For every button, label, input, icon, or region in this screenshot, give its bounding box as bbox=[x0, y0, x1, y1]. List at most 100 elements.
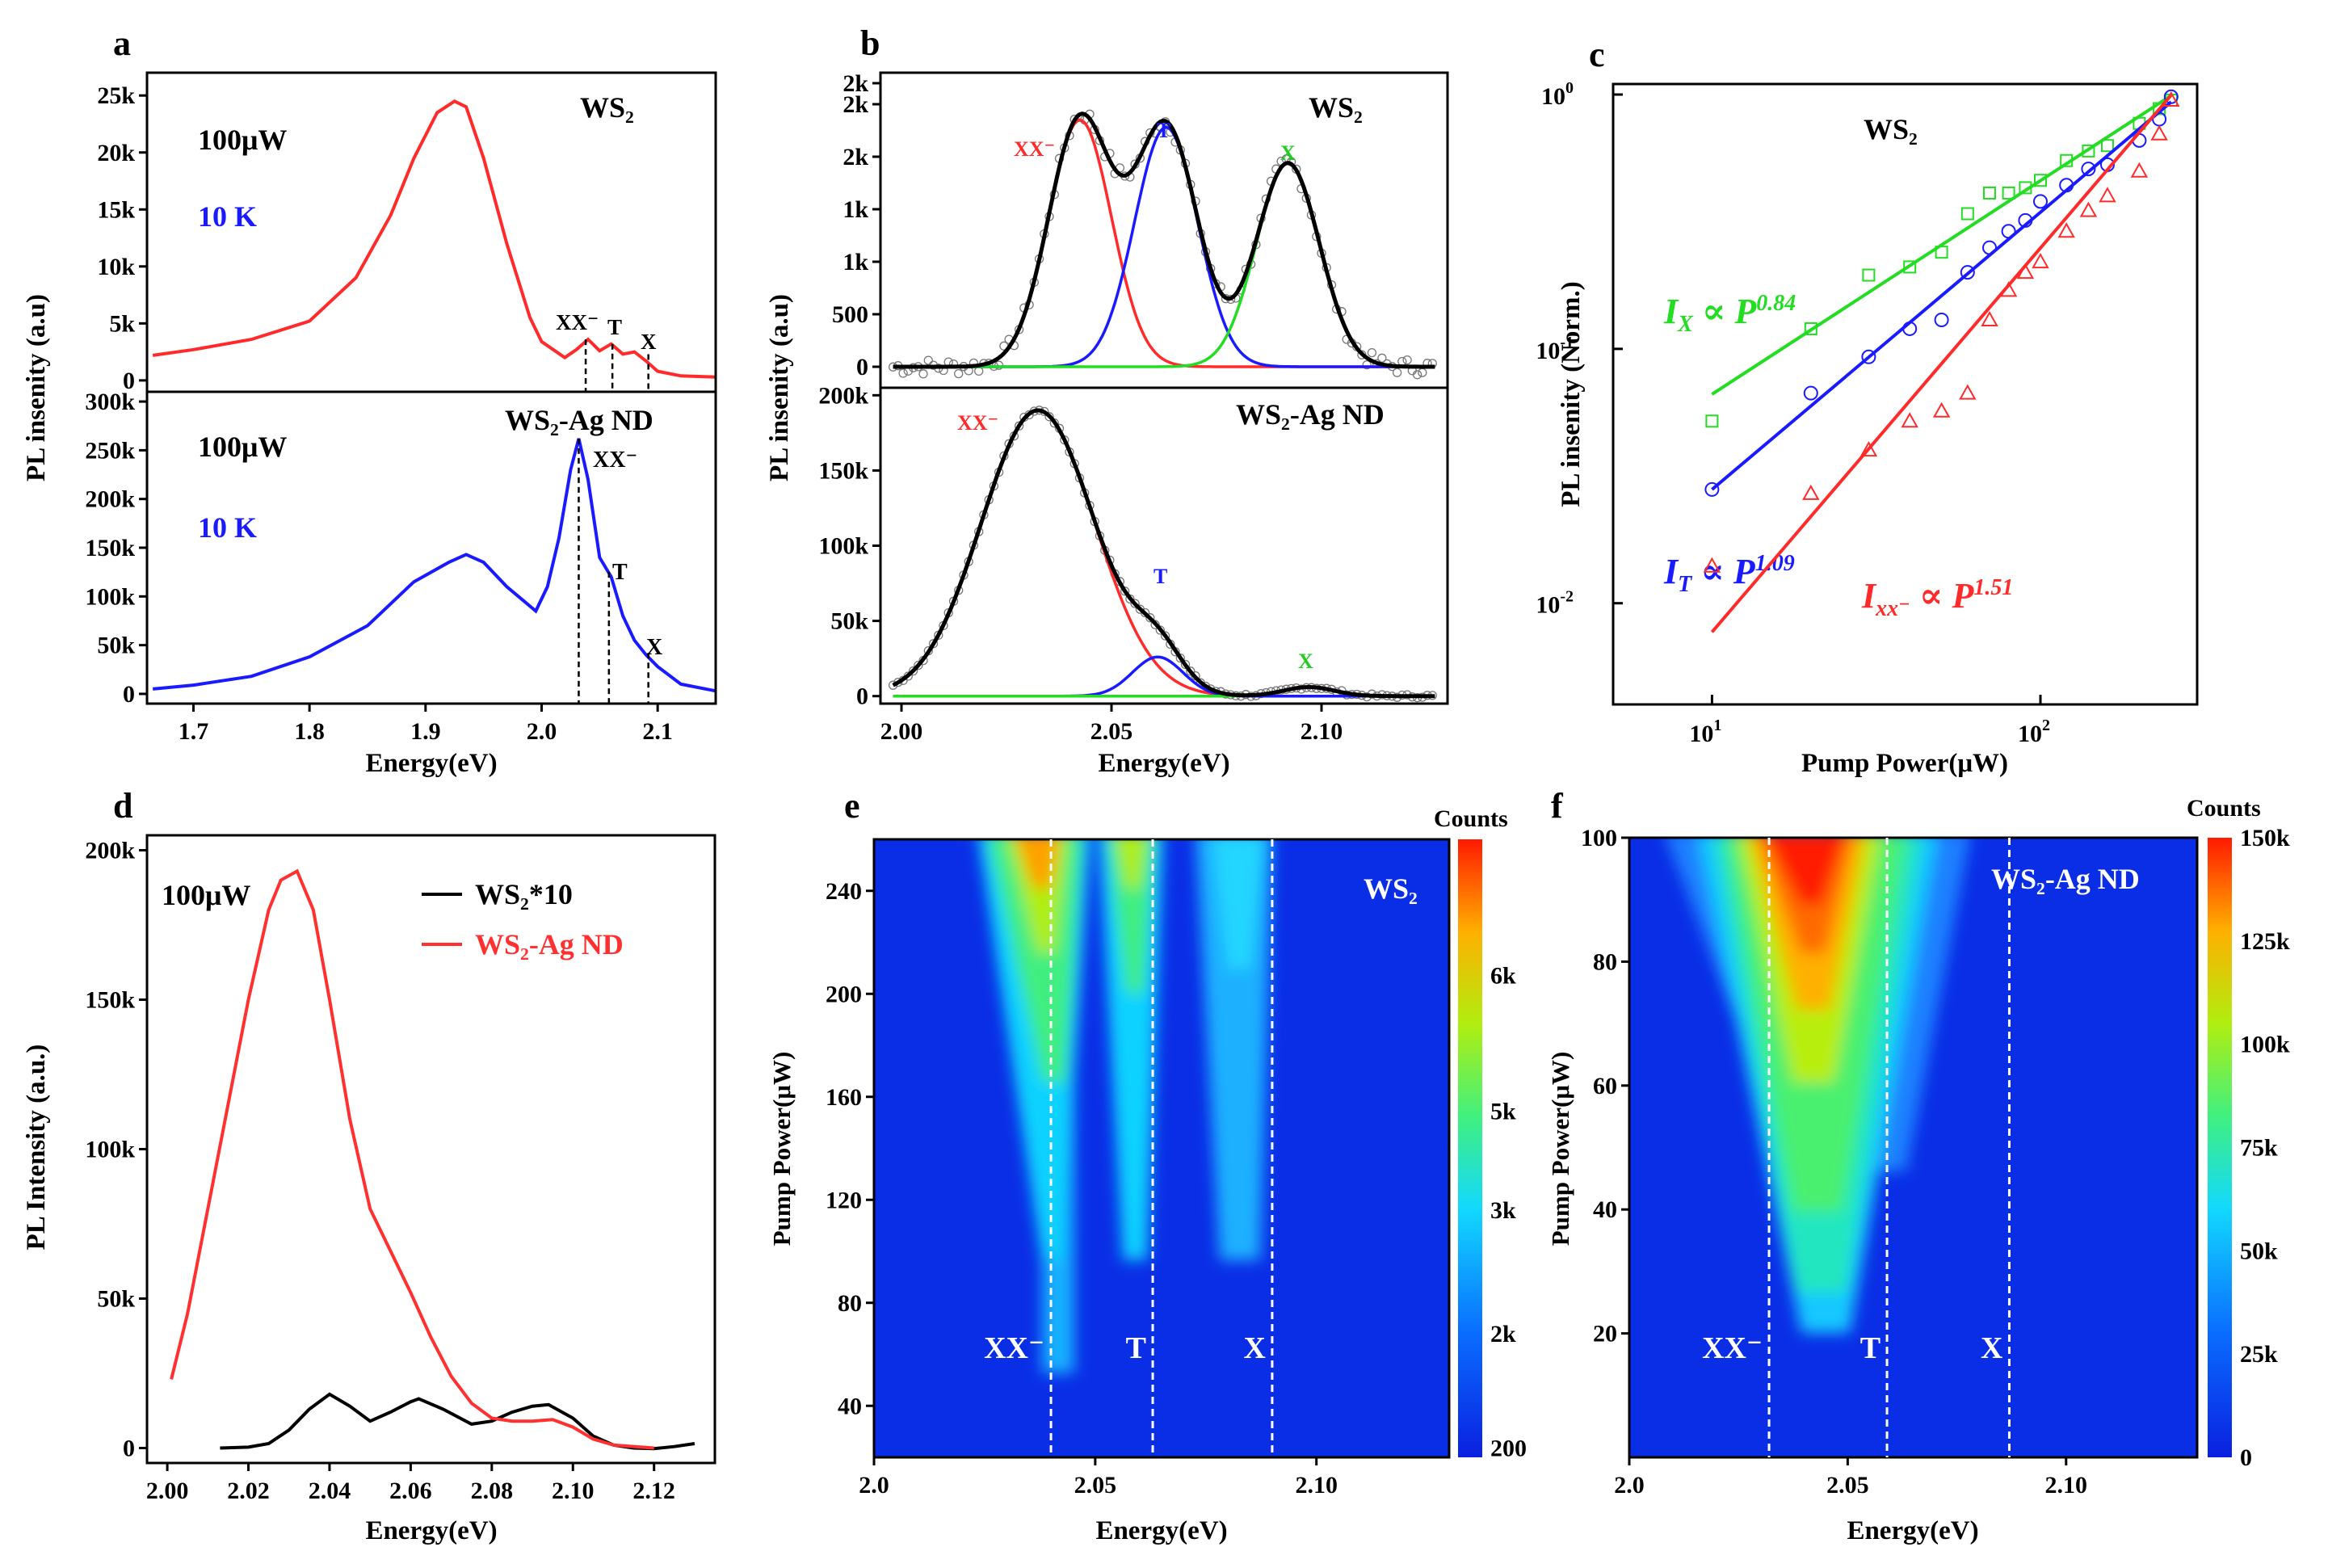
a-xtick-label: 1.7 bbox=[179, 718, 209, 745]
c-point-x bbox=[1935, 246, 1948, 259]
c-point-xx bbox=[1981, 310, 1998, 326]
panel-d: 2.00 2.02 2.04 2.06 2.08 2.10 2.12 0 50k 100k 150k… bbox=[22, 834, 716, 1545]
e-ytick-label: 40 bbox=[838, 1393, 862, 1419]
e-heatmap bbox=[874, 839, 1449, 1457]
a-bot-ytick-label: 150k bbox=[85, 535, 135, 561]
b-bot-fit-fit-t bbox=[893, 655, 1435, 698]
b-xtick-label: 2.10 bbox=[1301, 718, 1343, 745]
f-xtick-label: 2.05 bbox=[1826, 1472, 1869, 1499]
panel-e: XX⁻ T X 2.0 2.05 2.10 40 80 120 160 200 240 200 2k 3k 5… bbox=[767, 805, 1527, 1545]
b-top-fit-fit-t bbox=[893, 125, 1435, 368]
a-bot-peak-t: T bbox=[612, 560, 628, 585]
c-point-x bbox=[1983, 186, 1997, 200]
f-colorbar-tick: 125k bbox=[2240, 928, 2290, 955]
b-top-data-point bbox=[923, 355, 933, 365]
a-top-ytick-label: 0 bbox=[123, 368, 135, 394]
c-point-xx bbox=[2099, 187, 2116, 203]
c-point-xx bbox=[2150, 124, 2168, 141]
f-colorbar-tick: 75k bbox=[2240, 1135, 2278, 1162]
b-top-data-point bbox=[974, 366, 984, 376]
a-bot-ytick-label: 0 bbox=[123, 681, 135, 708]
c-point-xx bbox=[1802, 484, 1820, 500]
a-bot-ytick-label: 300k bbox=[85, 389, 135, 415]
d-ytick-label: 0 bbox=[123, 1436, 135, 1462]
c-point-x bbox=[2100, 139, 2114, 153]
b-bot-data-point bbox=[1120, 586, 1130, 596]
b-top-ytick-label: 1k bbox=[843, 196, 868, 223]
a-ylabel: PL insenity (a.u) bbox=[22, 294, 51, 481]
c-point-x bbox=[2082, 144, 2095, 158]
e-colorbar-tick: 200 bbox=[1490, 1436, 1527, 1462]
f-colorbar bbox=[2208, 838, 2232, 1457]
f-colorbar-tick: 100k bbox=[2240, 1032, 2290, 1058]
b-bot-sample: WS₂-Ag ND bbox=[1236, 398, 1385, 431]
d-power: 100μW bbox=[162, 879, 250, 911]
c-fit-label-xx: Ixx⁻ ∝ P1.51 bbox=[1861, 575, 2013, 621]
e-colorbar bbox=[1458, 839, 1482, 1457]
b-bot-data-point bbox=[1130, 599, 1140, 608]
f-ytick-label: 40 bbox=[1593, 1196, 1617, 1223]
e-colorbar-title: Counts bbox=[1434, 805, 1508, 832]
c-point-t bbox=[1982, 240, 1998, 255]
panel-b-bottom-frame bbox=[879, 386, 1449, 705]
b-bot-data-point bbox=[914, 660, 923, 670]
c-point-x bbox=[1960, 207, 1974, 221]
b-bot-data-point bbox=[1175, 653, 1185, 663]
c-point-xx bbox=[2130, 162, 2149, 178]
b-xtick-label: 2.00 bbox=[880, 718, 923, 745]
d-xtick-label: 2.10 bbox=[552, 1478, 595, 1504]
a-bot-ytick-label: 100k bbox=[85, 583, 135, 610]
c-point-x bbox=[2060, 153, 2074, 167]
c-point-x bbox=[1903, 260, 1917, 274]
b-bot-fit-fit-xx bbox=[892, 409, 1435, 698]
b-top-data-point bbox=[954, 368, 964, 379]
d-xtick-label: 2.06 bbox=[389, 1478, 432, 1504]
d-series-ws2-10 bbox=[220, 1392, 695, 1451]
a-top-ytick-label: 25k bbox=[97, 82, 135, 109]
a-bot-sample: WS₂-Ag ND bbox=[505, 404, 653, 436]
b-top-data-point bbox=[1377, 353, 1387, 363]
a-bot-temp: 10 K bbox=[198, 511, 257, 544]
c-ytick-label: 100 bbox=[1541, 79, 1574, 110]
b-top-ytick-label: 1k bbox=[843, 249, 868, 275]
b-bot-data-point bbox=[1044, 412, 1054, 422]
b-top-data-point bbox=[918, 369, 928, 379]
b-top-data-point bbox=[1367, 347, 1377, 358]
d-ytick-label: 50k bbox=[97, 1286, 135, 1313]
c-point-t bbox=[2018, 212, 2033, 228]
f-ytick-label: 60 bbox=[1593, 1073, 1617, 1099]
panel-letter-b: b bbox=[860, 23, 880, 63]
e-xtick-label: 2.05 bbox=[1074, 1472, 1117, 1499]
f-marker-label: T bbox=[1860, 1331, 1880, 1365]
c-xtick-label: 101 bbox=[1689, 717, 1721, 747]
d-xtick-label: 2.00 bbox=[146, 1478, 189, 1504]
c-point-xx bbox=[1932, 401, 1951, 418]
e-xlabel: Energy(eV) bbox=[1095, 1516, 1227, 1545]
b-top-ytick-label: 0 bbox=[856, 354, 868, 380]
c-point-x bbox=[1862, 268, 1876, 282]
c-point-t bbox=[1803, 385, 1818, 401]
b-bot-peak-x: X bbox=[1298, 649, 1313, 673]
b-top-data-point bbox=[1412, 370, 1422, 380]
panel-letter-a: a bbox=[113, 23, 131, 63]
a-top-ytick-label: 15k bbox=[97, 196, 135, 223]
e-colorbar-tick: 2k bbox=[1490, 1321, 1516, 1347]
d-series-ws2-ag-nd bbox=[170, 868, 654, 1450]
panel-letter-c: c bbox=[1589, 35, 1605, 74]
c-fit-label-t: IT ∝ P1.09 bbox=[1663, 551, 1795, 597]
b-top-ytick-label: 500 bbox=[832, 301, 868, 328]
a-top-peak-xx: XX⁻ bbox=[556, 310, 599, 334]
e-ytick-label: 120 bbox=[826, 1187, 862, 1213]
c-point-t bbox=[1704, 481, 1720, 497]
c-point-x bbox=[1804, 322, 1817, 335]
e-ylabel: Pump Power(μW) bbox=[767, 1052, 796, 1246]
panel-f: XX⁻ T X 2.0 2.05 2.10 20 40 60 80 100 0 25k 50k 75k 100… bbox=[1546, 795, 2290, 1545]
panel-a: 0 5k 10k 15k 20k 25k 0 50k 100k 150k 200k 250k 300k… bbox=[22, 71, 717, 778]
c-point-x bbox=[2002, 186, 2015, 200]
c-point-t bbox=[2033, 194, 2049, 209]
e-marker-label: XX⁻ bbox=[984, 1331, 1044, 1365]
f-marker-label: XX⁻ bbox=[1702, 1331, 1763, 1365]
c-xlabel: Pump Power(μW) bbox=[1801, 749, 2008, 778]
c-point-t bbox=[1960, 265, 1975, 280]
e-ytick-label: 80 bbox=[838, 1290, 862, 1317]
